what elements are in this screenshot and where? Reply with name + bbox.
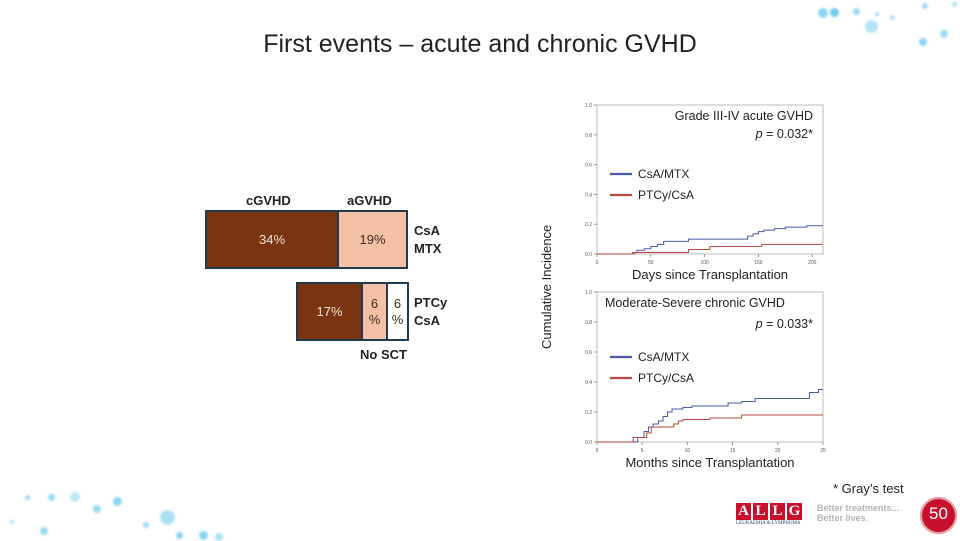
series-line-ptcy-csa [597,414,823,443]
y-tick-label: 0.2 [585,222,592,228]
agvhd-header: aGVHD [347,193,392,208]
series-line-csa-mtx [597,389,823,443]
decorative-bubbles-bottom-left [0,480,240,541]
y-tick-label: 0.8 [585,133,592,139]
series-line-csa-mtx [597,225,823,255]
arm-label-csa-mtx: CsA MTX [414,222,441,258]
slide-title: First events – acute and chronic GVHD [263,30,697,58]
x-tick-label: 200 [808,260,817,266]
logo-letter: A [736,503,751,520]
arm-line: CsA [414,223,441,238]
anniversary-badge: 50 [920,497,957,534]
chronic-gvhd-chart: 0.0 0.2 0.4 0.6 0.8 1.0 0 5 10 15 20 25 Moderate-Sev… [585,290,826,470]
segment-cgvhd: 17% [298,284,361,339]
y-tick-label: 0.6 [585,163,592,169]
y-tick-label: 0.6 [585,350,592,356]
decorative-bubbles-top-right [780,0,960,60]
series-line-ptcy-csa [597,243,823,255]
y-axis-label: Cumulative Incidence [539,224,554,349]
plot-frame [596,291,824,443]
y-tick-label: 1.0 [585,103,592,109]
logo-letter: L [753,503,768,520]
segment-agvhd: 6 % [361,284,386,339]
segment-label: 19% [359,231,386,247]
x-tick-label: 10 [685,448,691,454]
segment-label-num: 6 [370,295,379,311]
y-tick-label: 1.0 [585,290,592,296]
segment-no-sct: 6 % [386,284,407,339]
bar-csa-mtx: 34% 19% [205,210,408,269]
y-tick-label: 0.4 [585,192,592,198]
y-tick-label: 0.8 [585,320,592,326]
bar-ptcy-csa: 17% 6 % 6 % [296,282,409,341]
y-tick-label: 0.0 [585,440,592,446]
x-axis-label: Days since Transplantation [632,267,788,282]
x-tick-label: 25 [820,448,826,454]
legend-label: CsA/MTX [638,350,689,364]
x-axis-label: Months since Transplantation [625,455,794,470]
y-tick-label: 0.0 [585,252,592,258]
x-tick-label: 5 [641,448,644,454]
x-tick-label: 0 [596,448,599,454]
x-tick-label: 150 [754,260,763,266]
x-tick-label: 20 [775,448,781,454]
arm-label-ptcy-csa: PTCy CsA [414,294,447,330]
x-tick-label: 0 [596,260,599,266]
segment-label-pct: % [368,311,381,327]
x-tick-label: 15 [730,448,736,454]
arm-line: PTCy [414,295,448,310]
tagline-line: Better treatments... [817,503,900,513]
allg-logo: A L L G LEUKAEMIA & LYMPHOMA [736,503,802,526]
y-tick-label: 0.4 [585,380,592,386]
legend-label: PTCy/CsA [638,188,694,202]
logo-letter: L [770,503,785,520]
p-value-annotation: p = 0.032* [755,127,813,141]
chart-title: Grade III-IV acute GVHD [675,109,813,123]
segment-agvhd: 19% [337,212,406,267]
p-value-annotation: p = 0.033* [755,317,813,331]
x-tick-label: 100 [700,260,709,266]
segment-label: 17% [316,303,343,319]
segment-label-num: 6 [393,295,402,311]
logo-subtitle: LEUKAEMIA & LYMPHOMA [736,521,801,526]
legend-label: PTCy/CsA [638,371,694,385]
segment-label: 34% [258,231,286,247]
tagline-line: Better lives. [817,513,869,523]
footnote-grays-test: * Gray’s test [833,481,904,496]
segment-label-pct: % [391,311,404,327]
segment-cgvhd: 34% [207,212,337,267]
y-tick-label: 0.2 [585,410,592,416]
acute-gvhd-chart: 0.0 0.2 0.4 0.6 0.8 1.0 0 50 100 150 200 Grade III-… [585,103,824,282]
legend-label: CsA/MTX [638,167,689,181]
x-tick-label: 50 [648,260,654,266]
no-sct-label: No SCT [360,347,407,362]
logo-letter: G [787,503,802,520]
tagline: Better treatments... Better lives. [817,503,899,523]
chart-title: Moderate-Severe chronic GVHD [605,296,785,310]
arm-line: CsA [414,313,441,328]
arm-line: MTX [414,241,442,256]
cgvhd-header: cGVHD [246,193,291,208]
